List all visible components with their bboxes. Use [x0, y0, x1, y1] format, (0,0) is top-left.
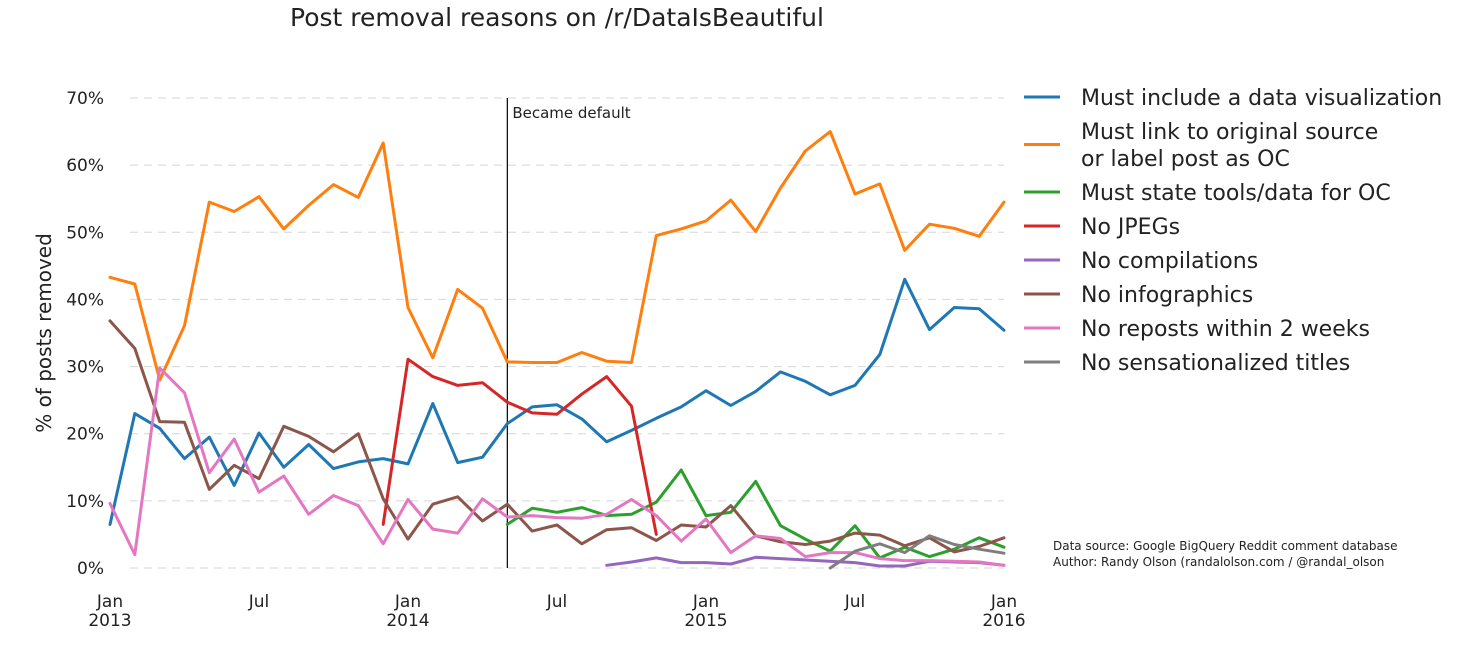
legend-label: No JPEGs	[1081, 215, 1180, 240]
legend-label: No infographics	[1081, 283, 1253, 308]
x-tick-year: 2015	[684, 611, 727, 631]
y-tick-label: 20%	[66, 425, 104, 445]
y-tick-label: 10%	[66, 492, 104, 512]
legend-label: or label post as OC	[1081, 147, 1290, 172]
y-tick-label: 0%	[77, 559, 104, 579]
y-axis-ticks: 0% 10% 20% 30% 40% 50% 60% 70%	[66, 89, 104, 579]
legend: Must include a data visualization Must li…	[1024, 86, 1442, 376]
y-tick-label: 70%	[66, 89, 104, 109]
x-tick-year: 2016	[982, 611, 1025, 631]
legend-label: Must include a data visualization	[1081, 86, 1442, 111]
series-must-state-tools-data-for-oc	[505, 468, 1006, 560]
x-tick-year: 2013	[88, 611, 131, 631]
series-no-jpegs	[381, 357, 658, 536]
x-tick-label: Jul	[248, 592, 270, 612]
series-must-include-a-data-visualization	[108, 277, 1006, 526]
y-tick-label: 40%	[66, 290, 104, 310]
x-tick-year: 2014	[386, 611, 429, 631]
y-axis-label: % of posts removed	[32, 233, 56, 433]
x-tick-label: Jul	[546, 592, 568, 612]
became-default-label: Became default	[512, 104, 630, 122]
author-credit: Author: Randy Olson (randalolson.com / @…	[1053, 555, 1384, 569]
series-no-sensationalized-titles	[828, 534, 1006, 570]
legend-label: No sensationalized titles	[1081, 351, 1350, 376]
x-tick-label: Jan	[990, 592, 1017, 612]
legend-label: No reposts within 2 weeks	[1081, 317, 1370, 342]
series-lines	[108, 130, 1006, 570]
series-no-infographics	[108, 319, 1006, 554]
data-source-credit: Data source: Google BigQuery Reddit comm…	[1053, 539, 1398, 553]
y-tick-label: 50%	[66, 223, 104, 243]
y-tick-label: 60%	[66, 156, 104, 176]
legend-label: Must state tools/data for OC	[1081, 181, 1391, 206]
legend-label: No compilations	[1081, 249, 1258, 274]
series-must-link-to-original-source-or-label-post-as-oc	[108, 130, 1006, 382]
x-tick-label: Jan	[96, 592, 123, 612]
x-tick-label: Jan	[692, 592, 719, 612]
x-tick-label: Jan	[394, 592, 421, 612]
legend-label: Must link to original source	[1081, 120, 1378, 145]
chart-title: Post removal reasons on /r/DataIsBeautif…	[290, 3, 824, 32]
x-tick-label: Jul	[844, 592, 866, 612]
y-tick-label: 30%	[66, 358, 104, 378]
grid	[130, 97, 1004, 569]
annotation: Became default	[506, 98, 631, 568]
